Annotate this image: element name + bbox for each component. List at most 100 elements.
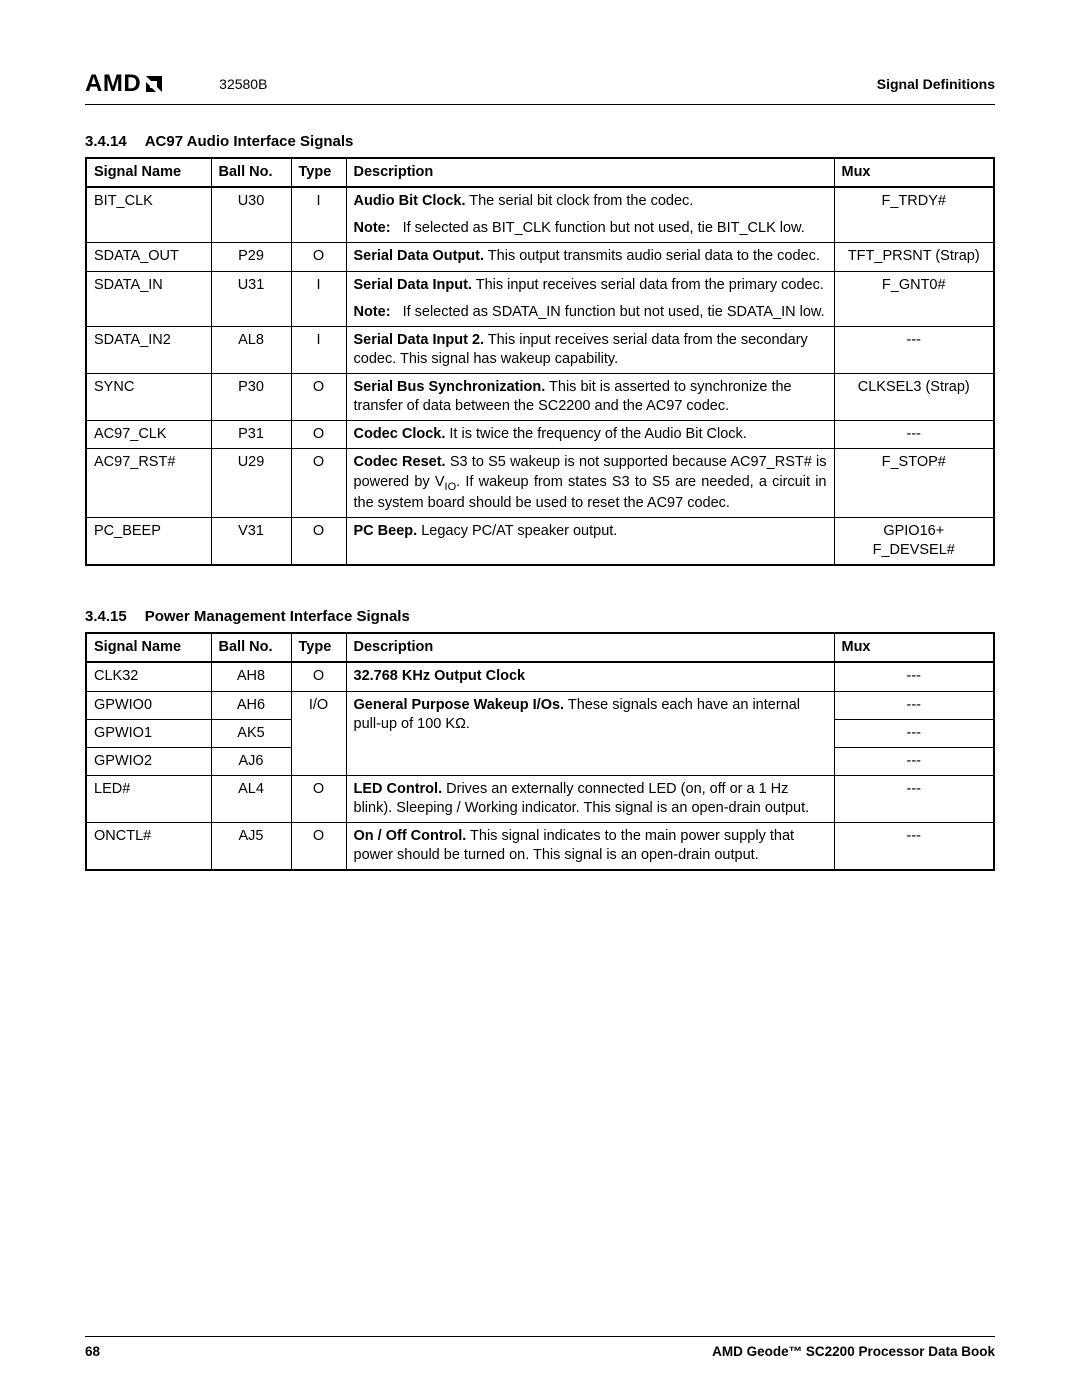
cell-ball: AJ5: [211, 823, 291, 871]
desc-sub: IO: [445, 480, 457, 492]
cell-mux: ---: [834, 823, 994, 871]
desc-text: This output transmits audio serial data …: [484, 248, 820, 264]
cell-mux: ---: [834, 662, 994, 691]
cell-ball: P29: [211, 243, 291, 271]
col-mux: Mux: [834, 633, 994, 662]
table-row: SDATA_IN U31 I Serial Data Input. This i…: [86, 271, 994, 326]
cell-type: O: [291, 775, 346, 822]
power-signals-table: Signal Name Ball No. Type Description Mu…: [85, 632, 995, 871]
col-description: Description: [346, 633, 834, 662]
table-header-row: Signal Name Ball No. Type Description Mu…: [86, 158, 994, 187]
table-row: ONCTL# AJ5 O On / Off Control. This sign…: [86, 823, 994, 871]
table-row: SYNC P30 O Serial Bus Synchronization. T…: [86, 374, 994, 421]
cell-mux: GPIO16+ F_DEVSEL#: [834, 518, 994, 566]
cell-mux: ---: [834, 691, 994, 719]
table-row: CLK32 AH8 O 32.768 KHz Output Clock ---: [86, 662, 994, 691]
cell-signal: GPWIO0: [86, 691, 211, 719]
cell-mux: ---: [834, 775, 994, 822]
cell-type: O: [291, 374, 346, 421]
desc-bold: 32.768 KHz Output Clock: [354, 668, 526, 684]
cell-description: Codec Clock. It is twice the frequency o…: [346, 421, 834, 449]
cell-mux: F_GNT0#: [834, 271, 994, 326]
cell-mux: F_STOP#: [834, 449, 994, 518]
cell-signal: GPWIO2: [86, 747, 211, 775]
note-text: If selected as SDATA_IN function but not…: [403, 303, 827, 322]
cell-signal: AC97_RST#: [86, 449, 211, 518]
cell-ball: P30: [211, 374, 291, 421]
cell-mux: ---: [834, 747, 994, 775]
desc-bold: Serial Data Output.: [354, 248, 485, 264]
cell-description: Serial Bus Synchronization. This bit is …: [346, 374, 834, 421]
cell-type: I/O: [291, 691, 346, 775]
cell-ball: AL8: [211, 326, 291, 373]
table-row: SDATA_OUT P29 O Serial Data Output. This…: [86, 243, 994, 271]
section-heading-power: 3.4.15Power Management Interface Signals: [85, 608, 995, 625]
desc-text: It is twice the frequency of the Audio B…: [445, 426, 746, 442]
col-type: Type: [291, 633, 346, 662]
footer-title: AMD Geode™ SC2200 Processor Data Book: [712, 1344, 995, 1359]
cell-signal: SYNC: [86, 374, 211, 421]
cell-ball: V31: [211, 518, 291, 566]
cell-description: Audio Bit Clock. The serial bit clock fr…: [346, 187, 834, 243]
cell-type: I: [291, 271, 346, 326]
cell-signal: LED#: [86, 775, 211, 822]
logo-text: AMD: [85, 70, 141, 98]
desc-text: Legacy PC/AT speaker output.: [417, 523, 617, 539]
cell-type: O: [291, 421, 346, 449]
cell-ball: U30: [211, 187, 291, 243]
cell-type: O: [291, 449, 346, 518]
table-row: GPWIO0 AH6 I/O General Purpose Wakeup I/…: [86, 691, 994, 719]
cell-description: General Purpose Wakeup I/Os. These signa…: [346, 691, 834, 775]
header-right-title: Signal Definitions: [877, 76, 995, 92]
col-ball-no: Ball No.: [211, 633, 291, 662]
desc-bold: Codec Clock.: [354, 426, 446, 442]
col-signal-name: Signal Name: [86, 158, 211, 187]
cell-type: I: [291, 326, 346, 373]
desc-bold: General Purpose Wakeup I/Os.: [354, 697, 565, 713]
cell-signal: GPWIO1: [86, 719, 211, 747]
amd-logo: AMD: [85, 70, 164, 98]
cell-mux: TFT_PRSNT (Strap): [834, 243, 994, 271]
cell-signal: ONCTL#: [86, 823, 211, 871]
desc-bold: Serial Data Input 2.: [354, 332, 485, 348]
cell-mux: CLKSEL3 (Strap): [834, 374, 994, 421]
col-ball-no: Ball No.: [211, 158, 291, 187]
cell-signal: BIT_CLK: [86, 187, 211, 243]
section-number: 3.4.14: [85, 133, 127, 150]
cell-description: On / Off Control. This signal indicates …: [346, 823, 834, 871]
cell-signal: PC_BEEP: [86, 518, 211, 566]
cell-type: O: [291, 662, 346, 691]
desc-bold: LED Control.: [354, 781, 443, 797]
table-row: AC97_RST# U29 O Codec Reset. S3 to S5 wa…: [86, 449, 994, 518]
cell-ball: AL4: [211, 775, 291, 822]
desc-text: The serial bit clock from the codec.: [465, 193, 693, 209]
cell-ball: AJ6: [211, 747, 291, 775]
cell-ball: P31: [211, 421, 291, 449]
page-container: AMD 32580B Signal Definitions 3.4.14 AC97…: [0, 0, 1080, 1397]
cell-signal: AC97_CLK: [86, 421, 211, 449]
col-signal-name: Signal Name: [86, 633, 211, 662]
cell-signal: SDATA_IN2: [86, 326, 211, 373]
cell-description: PC Beep. Legacy PC/AT speaker output.: [346, 518, 834, 566]
document-number: 32580B: [219, 76, 267, 92]
mux-line1: GPIO16+: [883, 523, 944, 539]
cell-signal: SDATA_OUT: [86, 243, 211, 271]
table-row: AC97_CLK P31 O Codec Clock. It is twice …: [86, 421, 994, 449]
section-heading-ac97: 3.4.14 AC97 Audio Interface Signals: [85, 133, 995, 150]
desc-bold: PC Beep.: [354, 523, 418, 539]
col-description: Description: [346, 158, 834, 187]
mux-line2: F_DEVSEL#: [873, 542, 955, 558]
note-label: Note:: [354, 219, 391, 238]
page-footer: 68 AMD Geode™ SC2200 Processor Data Book: [85, 1336, 995, 1359]
section-title: Power Management Interface Signals: [145, 608, 410, 625]
section-title: AC97 Audio Interface Signals: [145, 133, 354, 150]
table-row: PC_BEEP V31 O PC Beep. Legacy PC/AT spea…: [86, 518, 994, 566]
table-row: SDATA_IN2 AL8 I Serial Data Input 2. Thi…: [86, 326, 994, 373]
col-type: Type: [291, 158, 346, 187]
cell-description: Serial Data Input 2. This input receives…: [346, 326, 834, 373]
cell-ball: AK5: [211, 719, 291, 747]
cell-description: Serial Data Input. This input receives s…: [346, 271, 834, 326]
cell-type: O: [291, 518, 346, 566]
note-block: Note: If selected as BIT_CLK function bu…: [354, 219, 827, 238]
amd-arrow-icon: [144, 74, 164, 94]
